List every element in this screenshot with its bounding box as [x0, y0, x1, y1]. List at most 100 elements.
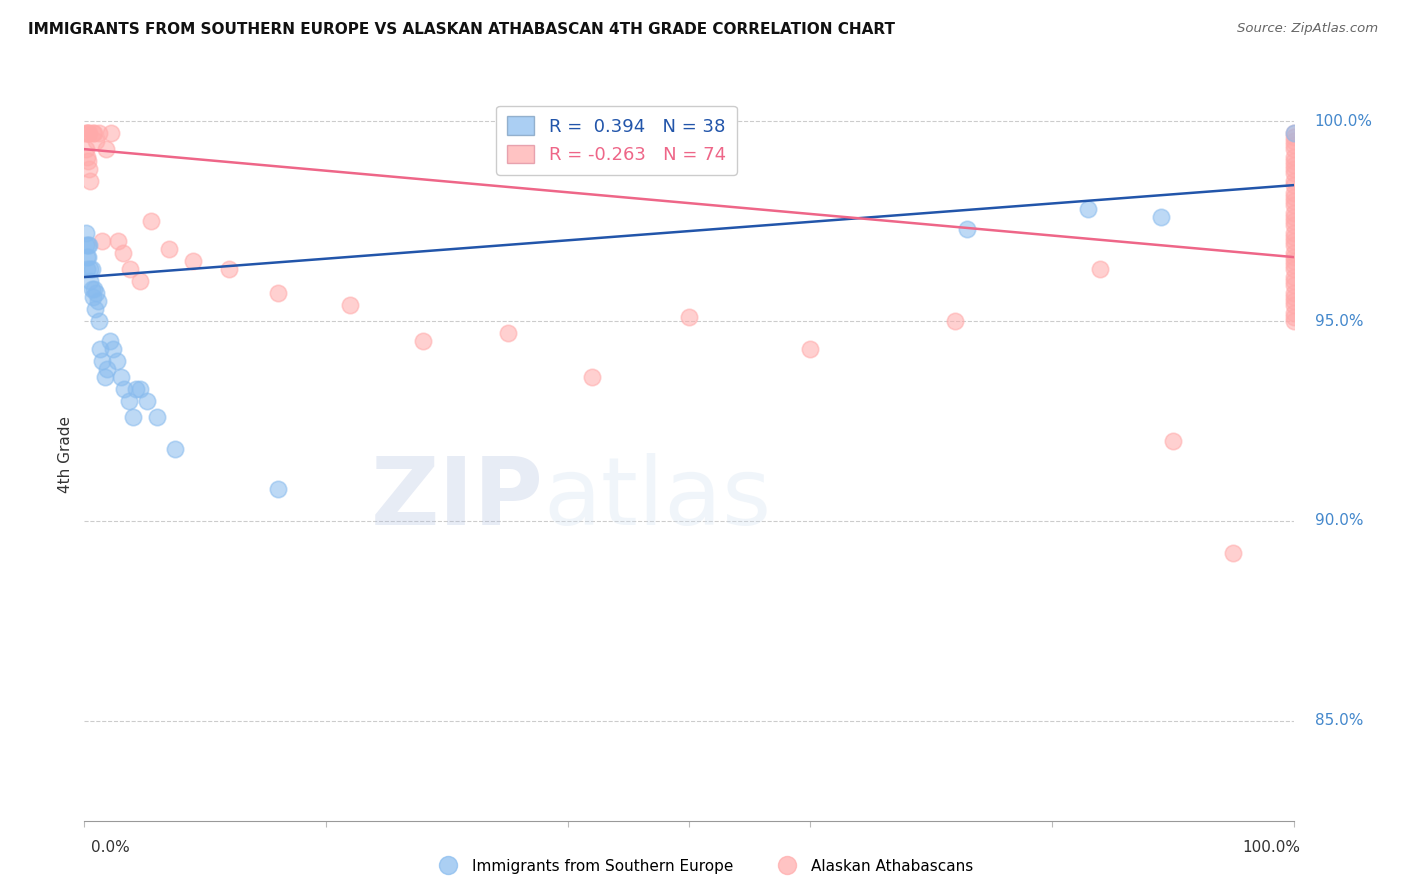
- Point: [1282, 286, 1305, 301]
- Point: [956, 222, 979, 236]
- Point: [98, 334, 121, 348]
- Text: atlas: atlas: [544, 453, 772, 545]
- Point: [87, 314, 110, 328]
- Point: [77, 238, 100, 252]
- Point: [91, 234, 114, 248]
- Point: [118, 394, 141, 409]
- Point: [267, 286, 290, 301]
- Point: [1282, 258, 1305, 272]
- Point: [1282, 142, 1305, 156]
- Text: 100.0%: 100.0%: [1243, 840, 1301, 855]
- Point: [157, 242, 180, 256]
- Text: ZIP: ZIP: [371, 453, 544, 545]
- Point: [76, 126, 98, 140]
- Point: [1282, 126, 1305, 140]
- Point: [1282, 126, 1305, 140]
- Point: [83, 126, 105, 140]
- Point: [79, 274, 101, 288]
- Point: [110, 370, 132, 384]
- Text: 0.0%: 0.0%: [91, 840, 131, 855]
- Point: [1282, 130, 1305, 145]
- Point: [267, 482, 290, 496]
- Point: [1282, 214, 1305, 228]
- Point: [1282, 178, 1305, 193]
- Point: [139, 214, 162, 228]
- Point: [1282, 274, 1305, 288]
- Point: [1282, 158, 1305, 172]
- Point: [581, 370, 603, 384]
- Point: [218, 262, 240, 277]
- Point: [76, 250, 98, 264]
- Point: [75, 226, 97, 240]
- Point: [1282, 293, 1305, 308]
- Point: [1161, 434, 1184, 448]
- Point: [1282, 306, 1305, 320]
- Text: 95.0%: 95.0%: [1315, 313, 1362, 328]
- Point: [94, 142, 117, 156]
- Point: [125, 382, 148, 396]
- Point: [112, 246, 135, 260]
- Point: [1282, 250, 1305, 264]
- Point: [1282, 174, 1305, 188]
- Point: [1282, 290, 1305, 304]
- Point: [1077, 202, 1099, 216]
- Point: [1282, 246, 1305, 260]
- Point: [1282, 270, 1305, 285]
- Point: [678, 310, 700, 324]
- Point: [1282, 254, 1305, 268]
- Point: [1282, 310, 1305, 324]
- Point: [146, 409, 169, 424]
- Point: [83, 282, 105, 296]
- Point: [80, 282, 103, 296]
- Point: [1282, 190, 1305, 204]
- Point: [77, 162, 100, 177]
- Text: 90.0%: 90.0%: [1315, 514, 1362, 528]
- Point: [1282, 150, 1305, 164]
- Point: [120, 262, 142, 277]
- Point: [1282, 154, 1305, 169]
- Point: [496, 326, 519, 340]
- Point: [1282, 238, 1305, 252]
- Point: [82, 290, 104, 304]
- Point: [163, 442, 186, 456]
- Point: [86, 286, 108, 301]
- Point: [96, 362, 118, 376]
- Point: [1282, 226, 1305, 240]
- Point: [1282, 262, 1305, 277]
- Point: [77, 250, 100, 264]
- Point: [1282, 230, 1305, 244]
- Point: [412, 334, 434, 348]
- Point: [181, 254, 204, 268]
- Point: [129, 274, 152, 288]
- Point: [77, 154, 100, 169]
- Point: [1282, 206, 1305, 220]
- Point: [1282, 194, 1305, 208]
- Point: [1088, 262, 1111, 277]
- Point: [77, 238, 100, 252]
- Point: [86, 134, 108, 148]
- Point: [1282, 234, 1305, 248]
- Point: [1282, 162, 1305, 177]
- Point: [105, 354, 128, 368]
- Point: [82, 126, 104, 140]
- Point: [112, 382, 135, 396]
- Legend: R =  0.394   N = 38, R = -0.263   N = 74: R = 0.394 N = 38, R = -0.263 N = 74: [496, 105, 737, 175]
- Point: [100, 126, 122, 140]
- Text: Source: ZipAtlas.com: Source: ZipAtlas.com: [1237, 22, 1378, 36]
- Point: [84, 301, 107, 316]
- Text: IMMIGRANTS FROM SOUTHERN EUROPE VS ALASKAN ATHABASCAN 4TH GRADE CORRELATION CHAR: IMMIGRANTS FROM SOUTHERN EUROPE VS ALASK…: [28, 22, 896, 37]
- Point: [1282, 314, 1305, 328]
- Point: [1282, 134, 1305, 148]
- Point: [77, 126, 100, 140]
- Point: [75, 142, 97, 156]
- Point: [129, 382, 152, 396]
- Point: [87, 126, 110, 140]
- Point: [76, 150, 98, 164]
- Point: [80, 262, 103, 277]
- Legend: Immigrants from Southern Europe, Alaskan Athabascans: Immigrants from Southern Europe, Alaskan…: [426, 853, 980, 880]
- Point: [1222, 546, 1244, 560]
- Point: [121, 409, 143, 424]
- Point: [77, 126, 100, 140]
- Point: [94, 370, 117, 384]
- Point: [1282, 138, 1305, 153]
